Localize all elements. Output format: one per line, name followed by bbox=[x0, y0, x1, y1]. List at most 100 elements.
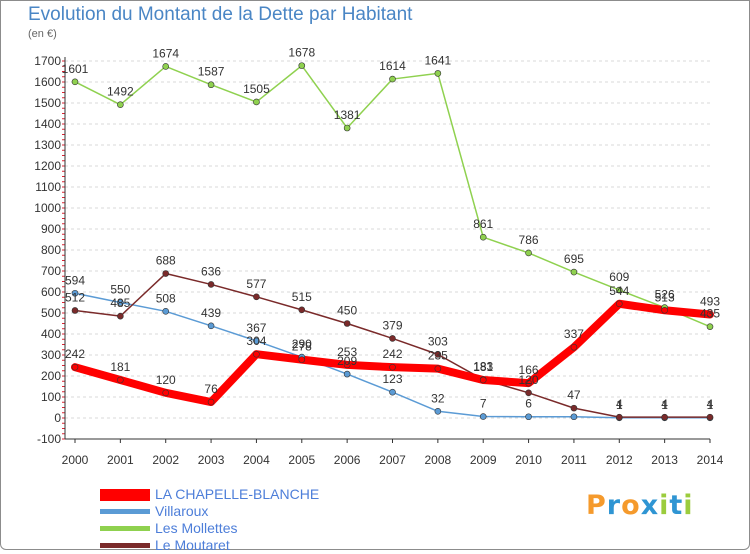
data-label: 609 bbox=[609, 270, 629, 284]
data-label: 1 bbox=[707, 398, 714, 412]
data-point bbox=[71, 363, 79, 371]
data-point bbox=[207, 281, 215, 288]
data-point bbox=[615, 286, 623, 294]
data-point bbox=[479, 413, 487, 420]
data-label: 1492 bbox=[107, 85, 134, 99]
data-point bbox=[253, 337, 260, 345]
data-label: 1 bbox=[661, 398, 668, 412]
y-tick-label: 1100 bbox=[35, 180, 61, 194]
data-point bbox=[525, 249, 532, 257]
y-tick-label: 1300 bbox=[34, 138, 61, 152]
x-tick-label: 2011 bbox=[561, 453, 587, 467]
data-label: 4 bbox=[616, 397, 623, 411]
logo-letter: t bbox=[669, 490, 684, 521]
y-tick-label: 900 bbox=[41, 222, 61, 236]
chart-title: Evolution du Montant de la Dette par Hab… bbox=[28, 4, 413, 25]
x-tick-label: 2004 bbox=[243, 453, 270, 467]
legend-swatch-line bbox=[100, 488, 150, 501]
data-point bbox=[389, 75, 396, 83]
data-point bbox=[570, 343, 578, 351]
x-tick-label: 2002 bbox=[152, 453, 179, 467]
data-label: 209 bbox=[337, 354, 357, 368]
proxiti-logo: Proxiti bbox=[586, 490, 694, 521]
data-label: 636 bbox=[201, 264, 221, 278]
data-label: 577 bbox=[246, 277, 266, 291]
data-label: 1587 bbox=[198, 65, 225, 79]
data-point bbox=[706, 323, 714, 330]
legend-swatch bbox=[100, 503, 150, 520]
data-label: 1 bbox=[616, 398, 623, 412]
data-label: 123 bbox=[382, 372, 402, 386]
data-label: 493 bbox=[700, 294, 720, 308]
data-point bbox=[117, 376, 124, 384]
x-tick-label: 2000 bbox=[62, 453, 89, 467]
data-label: 337 bbox=[564, 327, 584, 341]
data-point bbox=[661, 413, 668, 421]
chart-subtitle: (en €) bbox=[28, 28, 57, 40]
data-label: 379 bbox=[382, 318, 402, 332]
data-label: 4 bbox=[707, 397, 714, 411]
y-tick-label: 1000 bbox=[34, 201, 61, 215]
data-point bbox=[117, 312, 124, 320]
y-tick-label: 1500 bbox=[34, 96, 61, 110]
y-tick-label: 400 bbox=[41, 327, 61, 341]
data-point bbox=[615, 413, 623, 421]
data-label: 594 bbox=[65, 273, 85, 287]
data-label: 515 bbox=[292, 290, 312, 304]
data-point bbox=[343, 361, 351, 369]
data-label: 120 bbox=[156, 373, 176, 387]
data-point bbox=[343, 320, 351, 327]
data-point bbox=[343, 124, 351, 132]
data-label: 76 bbox=[204, 382, 218, 396]
data-point bbox=[570, 268, 578, 276]
data-point bbox=[71, 307, 79, 314]
data-label: 47 bbox=[567, 388, 581, 402]
data-point bbox=[162, 308, 170, 315]
y-tick-label: -100 bbox=[37, 432, 61, 446]
data-point bbox=[661, 306, 668, 314]
legend-label: Villaroux bbox=[155, 503, 209, 519]
logo-letter: i bbox=[683, 490, 694, 521]
data-point bbox=[615, 300, 623, 308]
x-tick-label: 2001 bbox=[107, 453, 134, 467]
data-label: 6 bbox=[525, 397, 532, 411]
y-tick-label: 300 bbox=[41, 348, 61, 362]
legend-swatch bbox=[100, 486, 150, 503]
data-point bbox=[71, 78, 79, 86]
data-point bbox=[570, 413, 578, 421]
y-tick-label: 800 bbox=[41, 243, 61, 257]
y-tick-label: 0 bbox=[54, 411, 61, 425]
legend-label: Les Mollettes bbox=[155, 520, 238, 536]
data-label: 1381 bbox=[334, 108, 361, 122]
x-tick-label: 2012 bbox=[606, 453, 633, 467]
data-label: 1674 bbox=[152, 46, 179, 60]
data-point bbox=[525, 413, 532, 421]
data-point bbox=[525, 389, 532, 397]
logo-letter: r bbox=[606, 490, 622, 521]
data-point bbox=[207, 322, 215, 330]
legend-swatch-line bbox=[100, 508, 150, 515]
data-point bbox=[343, 370, 351, 378]
data-point bbox=[389, 335, 396, 342]
y-tick-label: 600 bbox=[41, 285, 61, 299]
data-label: 439 bbox=[201, 306, 221, 320]
data-point bbox=[389, 363, 396, 371]
data-label: 4 bbox=[661, 397, 668, 411]
data-label: 513 bbox=[655, 290, 675, 304]
legend-swatch-line bbox=[100, 542, 150, 549]
x-tick-label: 2009 bbox=[470, 453, 497, 467]
data-label: 32 bbox=[431, 391, 445, 405]
data-label: 304 bbox=[246, 334, 266, 348]
data-label: 1641 bbox=[425, 53, 452, 67]
data-label: 242 bbox=[382, 347, 402, 361]
data-point bbox=[389, 388, 396, 396]
data-point bbox=[570, 404, 578, 412]
data-label: 1678 bbox=[288, 46, 315, 60]
x-tick-label: 2003 bbox=[198, 453, 225, 467]
data-label: 695 bbox=[564, 252, 584, 266]
data-point bbox=[162, 389, 170, 397]
data-label: 290 bbox=[292, 337, 312, 351]
data-label: 861 bbox=[473, 217, 493, 231]
y-tick-label: 1600 bbox=[34, 75, 61, 89]
